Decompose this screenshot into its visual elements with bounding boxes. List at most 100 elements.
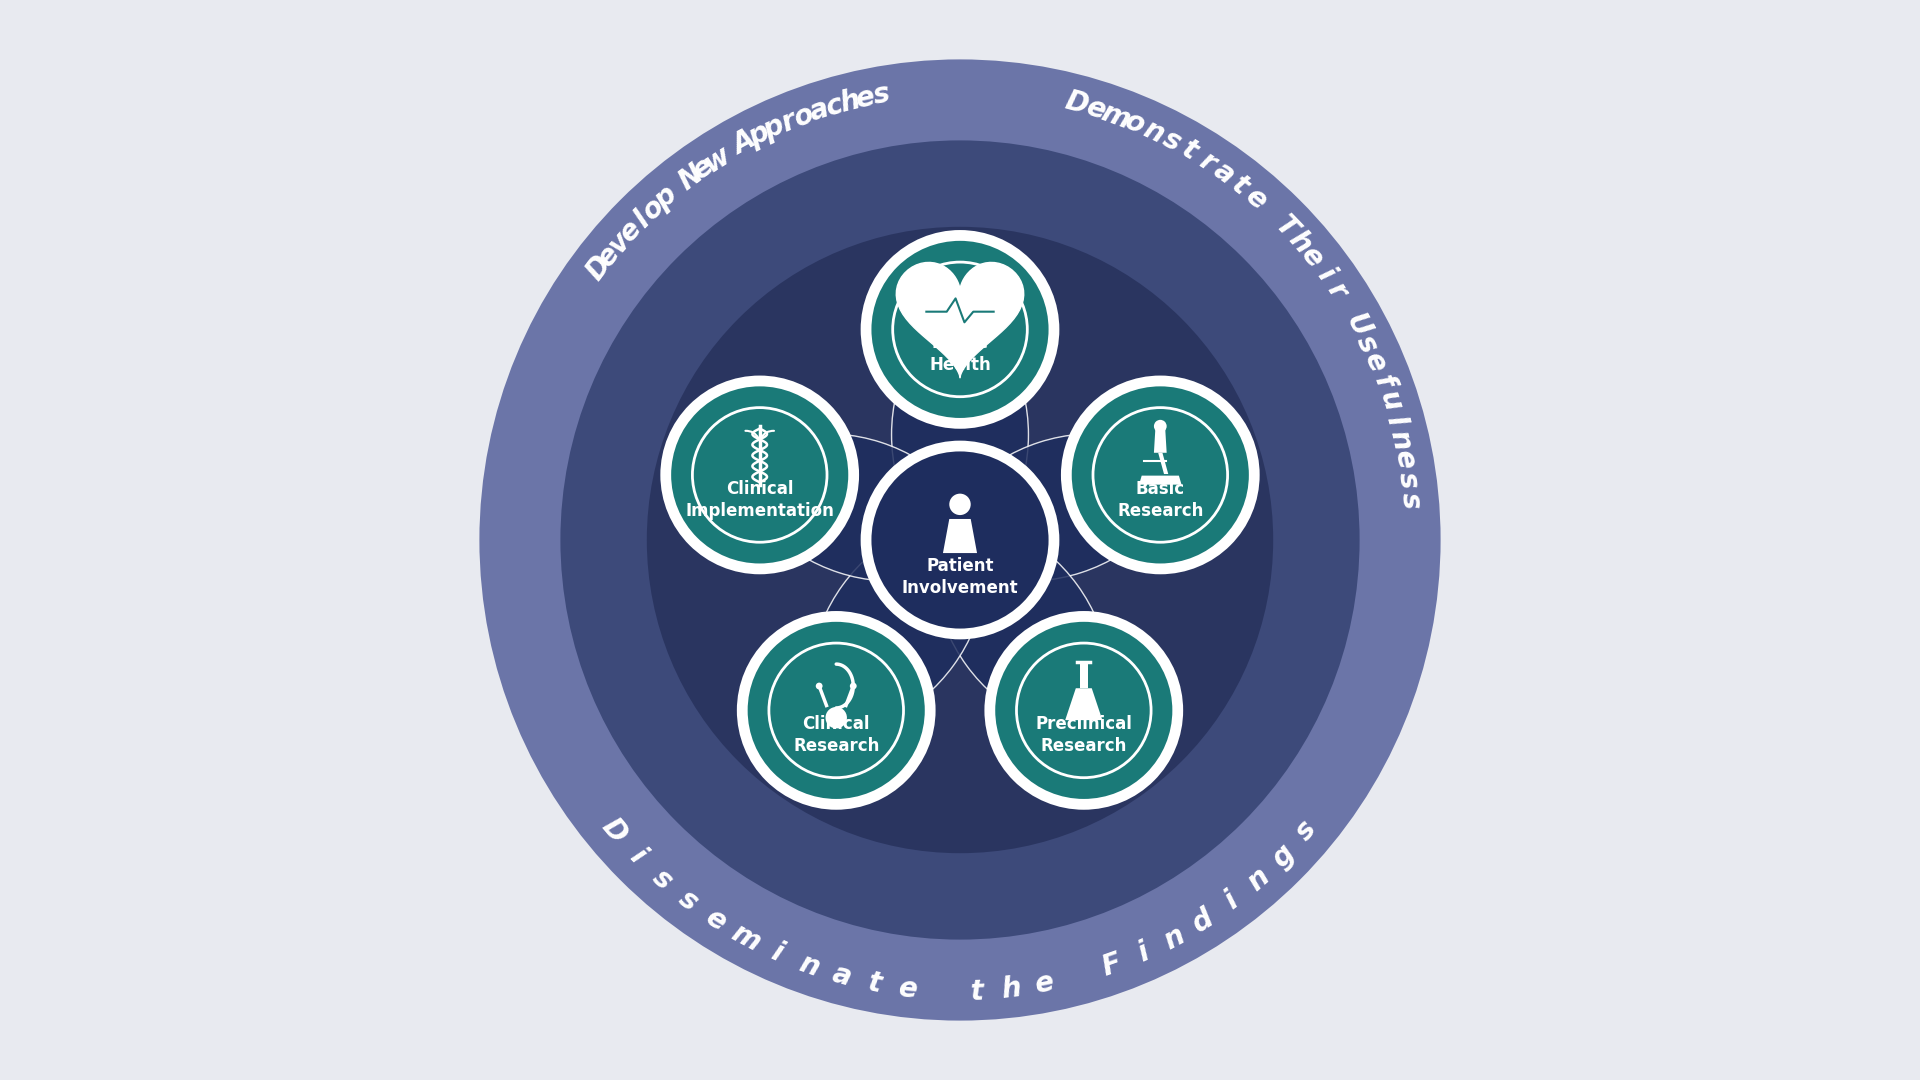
Text: i: i — [766, 939, 787, 968]
Circle shape — [872, 451, 1048, 629]
Text: t: t — [1227, 171, 1254, 201]
Text: D: D — [595, 812, 632, 848]
Text: Basic
Research: Basic Research — [1117, 480, 1204, 519]
Text: n: n — [795, 949, 822, 982]
Text: e: e — [687, 151, 720, 185]
Text: n: n — [1384, 428, 1417, 453]
Text: i: i — [1133, 939, 1154, 968]
Polygon shape — [1154, 427, 1167, 453]
Text: s: s — [1158, 125, 1187, 158]
Text: Patient
Involvement: Patient Involvement — [902, 557, 1018, 597]
Text: e: e — [899, 974, 920, 1003]
Text: D: D — [582, 251, 618, 286]
Circle shape — [672, 387, 849, 564]
Circle shape — [737, 611, 935, 810]
Circle shape — [747, 622, 925, 799]
Text: g: g — [1265, 839, 1300, 873]
Text: i: i — [1219, 887, 1244, 915]
Text: s: s — [1392, 470, 1423, 490]
Circle shape — [647, 227, 1273, 853]
Text: e: e — [1083, 93, 1110, 125]
Circle shape — [860, 230, 1060, 429]
Circle shape — [851, 683, 856, 689]
Circle shape — [1062, 376, 1260, 575]
Text: d: d — [1188, 903, 1219, 937]
Circle shape — [985, 611, 1183, 810]
Text: a: a — [1208, 157, 1240, 190]
Text: T: T — [1269, 211, 1302, 243]
Circle shape — [872, 241, 1048, 418]
Text: o: o — [789, 99, 818, 133]
Text: f: f — [1367, 370, 1398, 392]
Text: N: N — [672, 159, 708, 195]
Text: s: s — [1290, 815, 1323, 846]
Circle shape — [826, 707, 847, 728]
Text: s: s — [674, 885, 703, 917]
Circle shape — [1071, 387, 1248, 564]
Polygon shape — [1066, 688, 1102, 720]
Text: Public
Health: Public Health — [929, 334, 991, 375]
Text: e: e — [1359, 348, 1392, 377]
Ellipse shape — [937, 527, 1108, 724]
Text: s: s — [872, 80, 893, 110]
Circle shape — [660, 376, 858, 575]
Circle shape — [948, 494, 972, 515]
Text: e: e — [1390, 448, 1421, 472]
Text: Preclinical
Research: Preclinical Research — [1035, 715, 1133, 755]
Ellipse shape — [891, 324, 1029, 545]
Polygon shape — [943, 519, 977, 553]
Text: v: v — [603, 227, 636, 259]
Text: e: e — [701, 904, 732, 937]
Text: u: u — [1373, 387, 1405, 415]
Text: l: l — [1380, 411, 1411, 429]
Circle shape — [1154, 420, 1167, 433]
Text: s: s — [647, 863, 678, 895]
Text: r: r — [1321, 278, 1352, 303]
Text: p: p — [649, 180, 682, 215]
Polygon shape — [1139, 475, 1181, 485]
Polygon shape — [1158, 453, 1167, 474]
Circle shape — [561, 140, 1359, 940]
Text: m: m — [1098, 98, 1135, 134]
Text: e: e — [1033, 968, 1058, 999]
Text: m: m — [728, 919, 766, 957]
Text: D: D — [1062, 87, 1092, 120]
Ellipse shape — [753, 434, 968, 581]
Text: e: e — [1296, 242, 1329, 273]
Text: l: l — [628, 206, 655, 233]
Ellipse shape — [812, 527, 983, 724]
Circle shape — [816, 683, 822, 689]
Text: n: n — [1139, 114, 1169, 149]
Text: F: F — [1098, 949, 1125, 982]
Text: Clinical
Research: Clinical Research — [793, 715, 879, 755]
Circle shape — [860, 441, 1060, 639]
Text: e: e — [854, 82, 877, 113]
Text: U: U — [1340, 309, 1375, 342]
Text: e: e — [593, 240, 626, 271]
Text: n: n — [1158, 921, 1188, 955]
Circle shape — [480, 59, 1440, 1021]
Text: e: e — [1240, 181, 1273, 215]
Text: i: i — [624, 842, 651, 869]
Text: a: a — [806, 95, 831, 127]
Text: p: p — [758, 111, 789, 145]
Text: h: h — [1000, 974, 1023, 1004]
Text: h: h — [1283, 226, 1317, 258]
Text: t: t — [970, 977, 985, 1005]
Text: p: p — [745, 119, 774, 152]
Polygon shape — [897, 262, 1023, 378]
Text: s: s — [1396, 491, 1425, 510]
Text: t: t — [1177, 136, 1202, 166]
Text: s: s — [1352, 330, 1382, 357]
Text: i: i — [1311, 261, 1338, 286]
Text: e: e — [614, 215, 647, 247]
Polygon shape — [1079, 662, 1089, 688]
Ellipse shape — [952, 434, 1167, 581]
Text: r: r — [778, 107, 801, 137]
Text: t: t — [866, 969, 883, 999]
Text: c: c — [822, 91, 847, 122]
Circle shape — [995, 622, 1173, 799]
Text: n: n — [1242, 862, 1275, 896]
Text: w: w — [699, 140, 735, 178]
Text: r: r — [1194, 146, 1221, 177]
